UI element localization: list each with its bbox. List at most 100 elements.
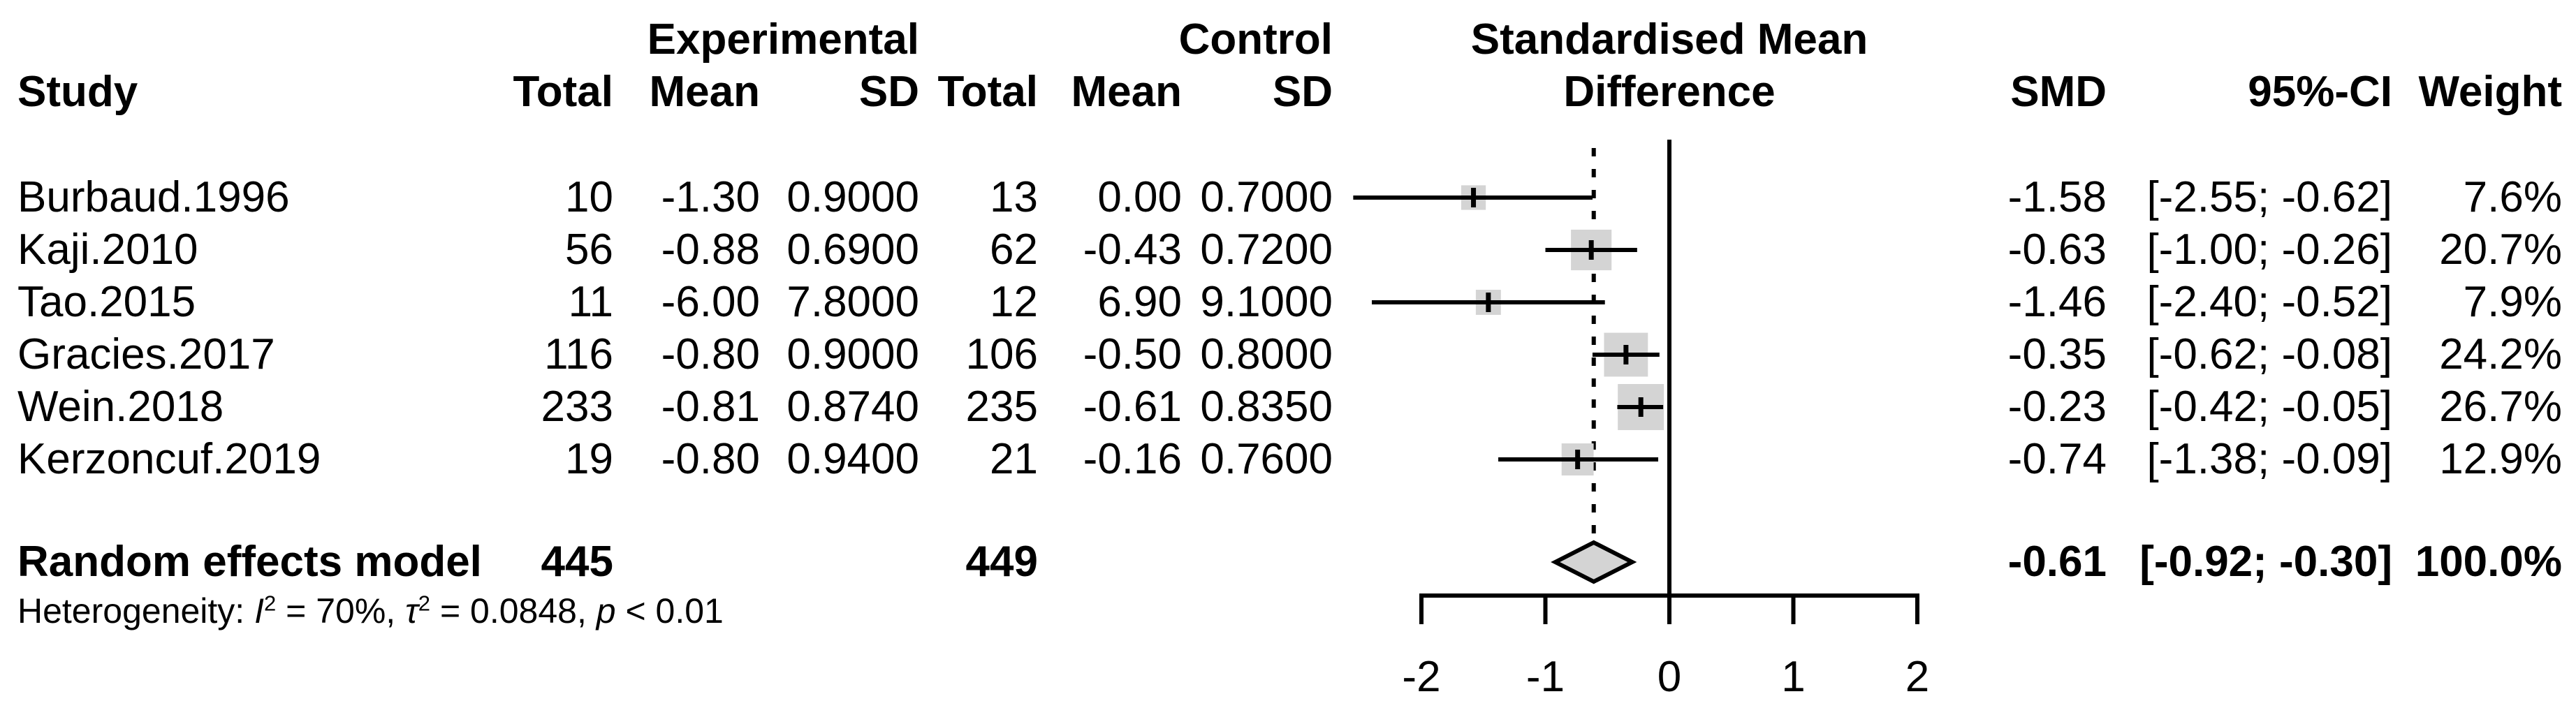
summary-ci-cell: [-0.92; -0.30] [2139, 538, 2392, 586]
study-name: Wein.2018 [17, 383, 224, 431]
effect-marker [1623, 345, 1629, 364]
p-symbol: p [596, 591, 616, 630]
heterogeneity-p-value: < 0.01 [615, 591, 724, 630]
study-name: Tao.2015 [17, 278, 196, 326]
exp-total-column-header: Total [513, 68, 614, 116]
study-column-header: Study [17, 68, 138, 116]
smd-cell: -0.74 [2007, 435, 2107, 483]
exp-mean-cell: -0.88 [661, 226, 760, 274]
ctrl-sd-cell: 0.7000 [1200, 173, 1333, 221]
ci-cell: [-0.62; -0.08] [2146, 330, 2392, 378]
summary-diamond [1551, 540, 1637, 584]
exp-sd-cell: 0.6900 [786, 226, 919, 274]
ctrl-total-column-header: Total [937, 68, 1039, 116]
smd-header-line2: Difference [1563, 68, 1776, 116]
ctrl-mean-cell: -0.61 [1083, 383, 1182, 431]
heterogeneity-i2-value: = 70%, [276, 591, 406, 630]
exp-sd-cell: 0.8740 [786, 383, 919, 431]
ctrl-total-cell: 235 [965, 383, 1038, 431]
ctrl-sd-cell: 0.7600 [1200, 435, 1333, 483]
smd-cell: -1.46 [2007, 278, 2107, 326]
summary-smd-cell: -0.61 [2007, 538, 2107, 586]
ctrl-sd-cell: 0.7200 [1200, 226, 1333, 274]
exp-mean-cell: -1.30 [661, 173, 760, 221]
weight-cell: 24.2% [2439, 330, 2562, 378]
exp-total-cell: 116 [544, 330, 613, 378]
exp-mean-column-header: Mean [649, 68, 760, 116]
ctrl-total-cell: 12 [990, 278, 1038, 326]
weight-cell: 26.7% [2439, 383, 2562, 431]
x-axis-tick-label: 1 [1781, 653, 1805, 701]
x-axis-tick-label: 0 [1657, 653, 1681, 701]
exp-mean-cell: -0.80 [661, 435, 760, 483]
exp-total-cell: 11 [568, 278, 613, 326]
study-name: Kerzoncuf.2019 [17, 435, 321, 483]
x-axis-tick-label: 2 [1905, 653, 1929, 701]
exp-sd-cell: 0.9000 [786, 330, 919, 378]
effect-marker [1575, 450, 1581, 469]
effect-marker [1638, 397, 1644, 417]
ci-cell: [-0.42; -0.05] [2146, 383, 2392, 431]
summary-weight-cell: 100.0% [2415, 538, 2562, 586]
ctrl-mean-cell: 6.90 [1097, 278, 1182, 326]
tau-squared-exponent: 2 [418, 591, 431, 616]
ctrl-mean-column-header: Mean [1071, 68, 1182, 116]
experimental-group-header: Experimental [647, 15, 919, 64]
weight-cell: 7.9% [2463, 278, 2562, 326]
ctrl-total-cell: 62 [990, 226, 1038, 274]
exp-sd-cell: 7.8000 [786, 278, 919, 326]
exp-sd-cell: 0.9400 [786, 435, 919, 483]
ci-cell: [-2.55; -0.62] [2146, 173, 2392, 221]
ctrl-mean-cell: -0.43 [1083, 226, 1182, 274]
exp-mean-cell: -0.81 [661, 383, 760, 431]
summary-ctrl-total-cell: 449 [965, 538, 1038, 586]
effect-marker [1588, 240, 1594, 260]
exp-total-cell: 10 [565, 173, 613, 221]
ci-cell: [-1.00; -0.26] [2146, 226, 2392, 274]
ctrl-total-cell: 21 [990, 435, 1038, 483]
exp-total-cell: 56 [565, 226, 613, 274]
ctrl-sd-column-header: SD [1272, 68, 1333, 116]
study-name: Gracies.2017 [17, 330, 275, 378]
tau-squared-symbol: τ [405, 591, 418, 630]
smd-cell: -0.23 [2007, 383, 2107, 431]
summary-label: Random effects model [17, 538, 482, 586]
smd-cell: -0.63 [2007, 226, 2107, 274]
exp-total-cell: 19 [565, 435, 613, 483]
exp-sd-column-header: SD [858, 68, 919, 116]
ctrl-mean-cell: -0.16 [1083, 435, 1182, 483]
weight-cell: 12.9% [2439, 435, 2562, 483]
study-name: Burbaud.1996 [17, 173, 290, 221]
weight-cell: 7.6% [2463, 173, 2562, 221]
ctrl-sd-cell: 9.1000 [1200, 278, 1333, 326]
summary-exp-total-cell: 445 [541, 538, 613, 586]
smd-cell: -1.58 [2007, 173, 2107, 221]
effect-marker [1486, 293, 1491, 312]
heterogeneity-note: Heterogeneity: I2 = 70%, τ2 = 0.0848, p … [17, 590, 724, 632]
x-axis-tick-label: -2 [1402, 653, 1440, 701]
weight-column-header: Weight [2418, 68, 2563, 116]
ci-cell: [-1.38; -0.09] [2146, 435, 2392, 483]
heterogeneity-prefix: Heterogeneity: [17, 591, 255, 630]
exp-mean-cell: -6.00 [661, 278, 760, 326]
ci-column-header: 95%-CI [2248, 68, 2392, 116]
ctrl-sd-cell: 0.8000 [1200, 330, 1333, 378]
ctrl-mean-cell: -0.50 [1083, 330, 1182, 378]
i-squared-symbol: I [254, 591, 264, 630]
x-axis-tick-label: -1 [1526, 653, 1565, 701]
study-name: Kaji.2010 [17, 226, 198, 274]
ctrl-mean-cell: 0.00 [1097, 173, 1182, 221]
ctrl-total-cell: 106 [965, 330, 1038, 378]
heterogeneity-tau2-value: = 0.0848, [430, 591, 597, 630]
exp-mean-cell: -0.80 [661, 330, 760, 378]
weight-cell: 20.7% [2439, 226, 2562, 274]
exp-sd-cell: 0.9000 [786, 173, 919, 221]
ctrl-sd-cell: 0.8350 [1200, 383, 1333, 431]
exp-total-cell: 233 [541, 383, 613, 431]
smd-header-line1: Standardised Mean [1470, 15, 1868, 64]
ctrl-total-cell: 13 [990, 173, 1038, 221]
smd-cell: -0.35 [2007, 330, 2107, 378]
i-squared-exponent: 2 [264, 591, 277, 616]
